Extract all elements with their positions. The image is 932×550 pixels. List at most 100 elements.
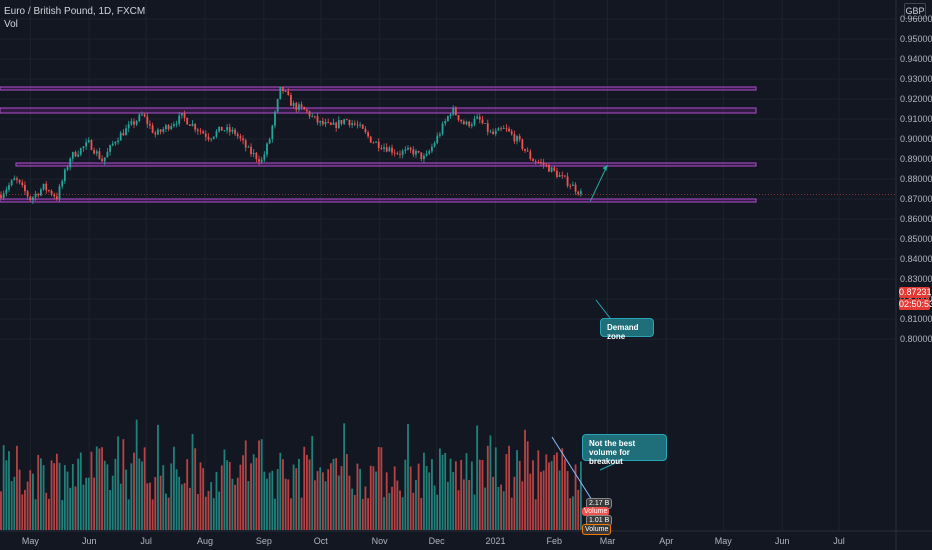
candle-body (271, 125, 274, 140)
volume-bar (66, 471, 69, 530)
volume-bar (90, 451, 93, 530)
candle-body (125, 128, 127, 136)
candle-body (537, 161, 540, 163)
time-tick-label: Mar (599, 536, 616, 546)
volume-bar (125, 469, 127, 530)
volume-bar (0, 491, 2, 530)
volume-note-callout[interactable]: Not the best volume for breakout (582, 434, 667, 466)
candle-body (236, 134, 239, 137)
volume-bar (212, 498, 215, 530)
volume-bar (313, 480, 316, 530)
volume-bar (319, 467, 322, 530)
price-tick-label: 0.89000 (900, 154, 932, 164)
volume-bar (548, 462, 550, 530)
currency-button[interactable]: GBP (904, 3, 926, 19)
demand-zone-callout[interactable]: Demand zone (600, 318, 654, 341)
volume-bar (380, 447, 383, 530)
candle-body (385, 147, 388, 152)
candle-body (361, 124, 364, 129)
volume-bar (218, 491, 221, 530)
volume-bar (141, 461, 143, 530)
candle-body (32, 197, 34, 201)
candle-body (457, 115, 460, 120)
candle-body (579, 191, 582, 195)
candle-body (53, 194, 56, 197)
candle-body (375, 141, 377, 143)
candle-body (566, 176, 569, 186)
time-tick-label: Feb (546, 536, 563, 546)
volume-bar (180, 484, 183, 530)
volume-bar (556, 452, 558, 530)
volume-bar (21, 494, 24, 530)
candle-body (295, 103, 298, 110)
volume-bar (186, 459, 189, 530)
volume-bar (210, 482, 213, 530)
time-tick-label: 2021 (485, 536, 506, 546)
volume-bar (361, 498, 364, 530)
volume-bar (255, 457, 258, 530)
candle-body (369, 136, 372, 143)
price-tick-label: 0.94000 (900, 54, 932, 64)
candle-body (71, 152, 74, 159)
volume-bar (473, 494, 476, 530)
volume-bar (454, 461, 457, 530)
volume-bar (460, 459, 463, 530)
candle-body (138, 114, 141, 121)
volume-bar (409, 466, 412, 530)
volume-bar (202, 468, 205, 530)
candle-body (42, 183, 45, 190)
volume-bar (452, 471, 455, 530)
candle-body (396, 153, 399, 155)
volume-note-text: Not the best volume for breakout (589, 439, 636, 466)
volume-bar (122, 439, 125, 530)
time-tick-label: Jul (140, 536, 152, 546)
candle-body (106, 151, 109, 158)
candle-body (0, 195, 2, 198)
candle-body (69, 158, 72, 168)
candle-body (58, 186, 61, 200)
volume-bar (332, 458, 335, 530)
candle-body (505, 128, 508, 129)
volume-bar (364, 486, 367, 530)
candle-body (194, 123, 197, 130)
candle-body (268, 139, 271, 144)
supply-demand-zone (15, 162, 757, 167)
volume-indicator-label[interactable]: Vol (4, 19, 18, 30)
price-tick-label: 0.84000 (900, 254, 932, 264)
candle-body (215, 131, 218, 137)
volume-bar (149, 482, 151, 530)
supply-demand-zone (0, 198, 757, 203)
candle-body (204, 133, 207, 137)
candle-body (462, 121, 465, 125)
volume-bar (561, 448, 564, 530)
volume-bar (154, 477, 157, 530)
price-tick-label: 0.92000 (900, 94, 932, 104)
volume-bar (274, 498, 276, 530)
volume-bar (10, 481, 13, 530)
volume-bar (95, 446, 98, 530)
volume-bar (345, 454, 348, 530)
volume-bar (127, 499, 130, 530)
volume-bar (356, 463, 359, 530)
volume-bar (436, 494, 439, 530)
volume-bar (165, 493, 167, 530)
volume-bar (284, 478, 287, 530)
volume-bar (135, 419, 138, 530)
candle-body (74, 152, 77, 157)
time-tick-label: Jun (81, 536, 97, 546)
volume-bar (191, 433, 194, 530)
volume-bar (446, 481, 449, 530)
volume-bar (425, 465, 428, 530)
price-tick-label: 0.93000 (900, 74, 932, 84)
candle-body (157, 129, 159, 135)
volume-bar (157, 424, 159, 530)
volume-bar (439, 448, 441, 530)
volume-bar (542, 470, 545, 530)
candle-body (348, 119, 351, 126)
volume-bar (106, 464, 109, 530)
symbol-title[interactable]: Euro / British Pound, 1D, FXCM (4, 6, 146, 17)
volume-bar (412, 492, 415, 530)
volume-bar (234, 484, 236, 530)
